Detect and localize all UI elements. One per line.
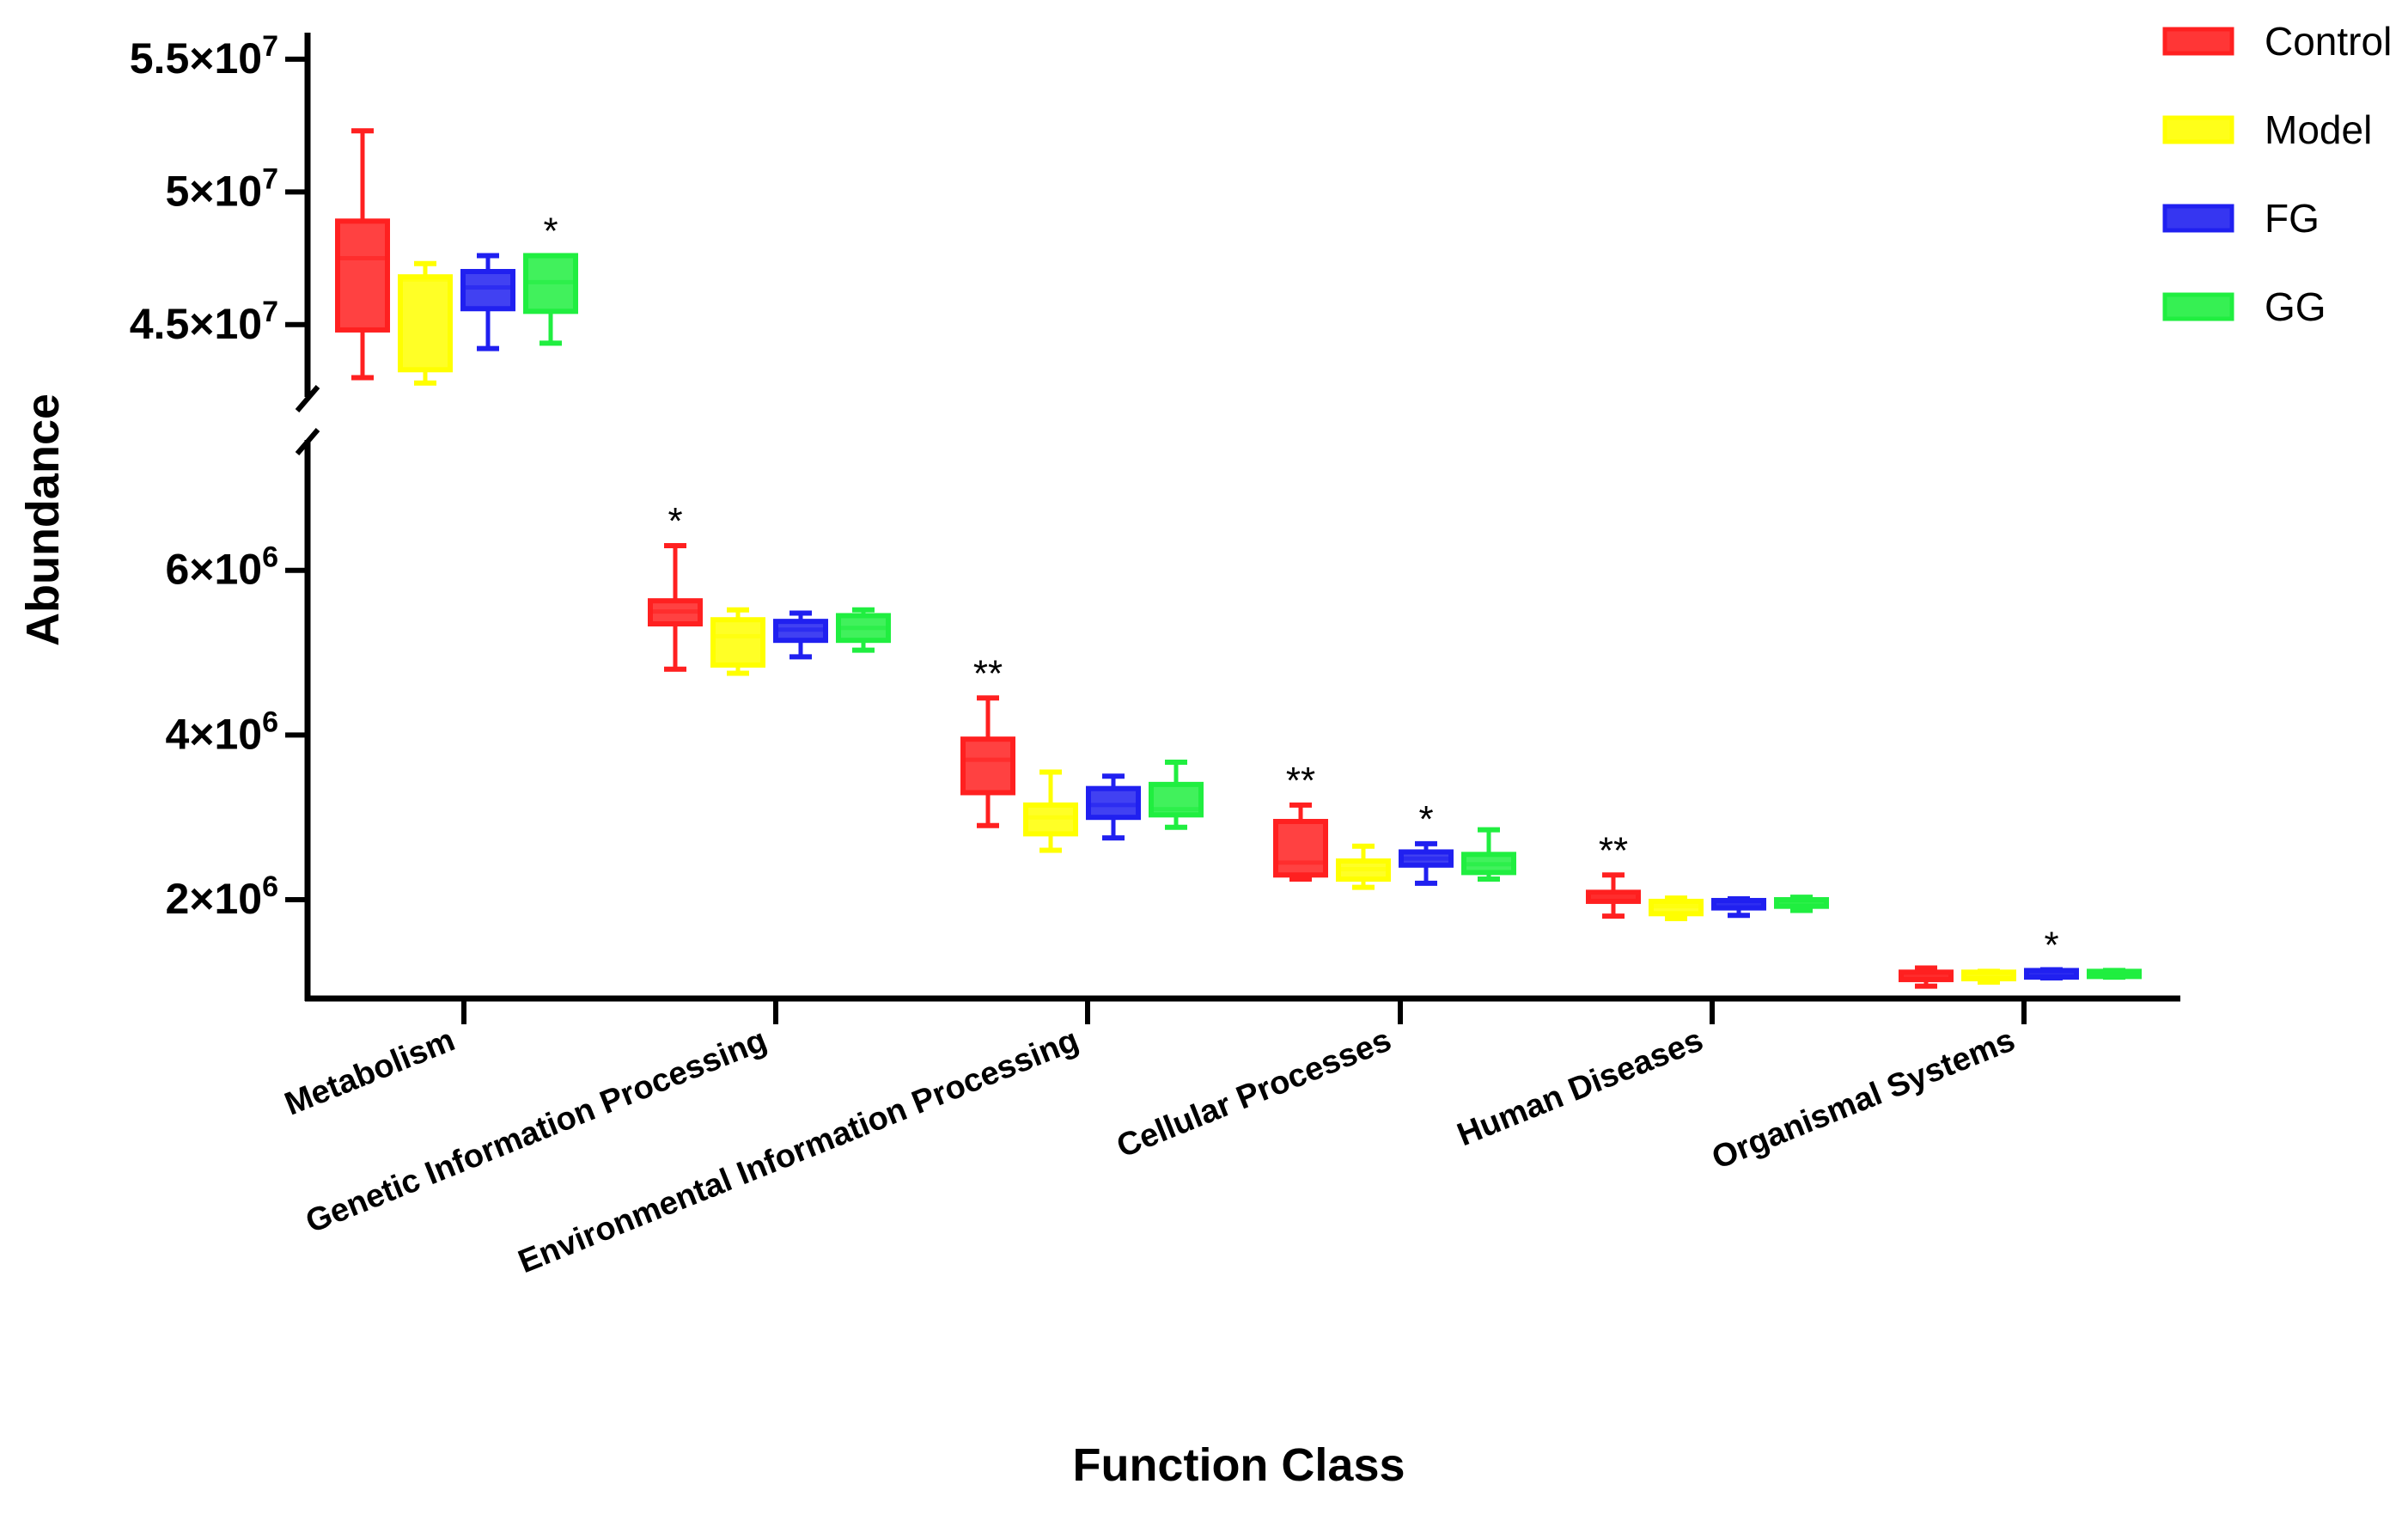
legend-item-fg: FG (2162, 196, 2320, 241)
significance-marker: ** (1286, 760, 1315, 802)
box-gg (1461, 827, 1516, 883)
y-axis-title: Abundance (17, 394, 69, 646)
box-control (1586, 872, 1641, 919)
box-control (648, 542, 703, 672)
box-gg (1149, 759, 1204, 830)
legend: Control Model FG GG (2162, 19, 2392, 329)
x-tick-label: Environmental Information Processing (514, 1022, 1084, 1280)
box-control (960, 695, 1015, 828)
box-fg (1399, 840, 1454, 886)
box-model (398, 260, 453, 386)
legend-swatch (2162, 292, 2234, 321)
significance-marker: * (543, 210, 558, 252)
y-tick-label: 4.5×107 (130, 296, 278, 348)
axis-break-mark-lower (295, 428, 320, 455)
x-tick-label: Cellular Processes (1112, 1022, 1396, 1164)
box-model (1649, 895, 1704, 922)
labels: 4.5×107 5×107 5.5×107 2×106 4×106 6×106 * Metab… (130, 30, 2059, 1280)
box-control (1899, 965, 1954, 989)
box-fg (460, 253, 515, 351)
box-gg (2087, 968, 2142, 980)
significance-marker: ** (973, 652, 1003, 694)
legend-item-gg: GG (2162, 284, 2326, 329)
box-iqr (710, 617, 765, 668)
box-fg (2024, 967, 2079, 981)
legend-label: GG (2265, 284, 2326, 329)
significance-marker: * (1418, 798, 1433, 840)
box-control (335, 128, 390, 381)
category-group (1586, 872, 1829, 922)
x-tick-label: Organismal Systems (1707, 1022, 2020, 1176)
y-tick-label: 6×106 (165, 541, 278, 594)
box-gg (836, 607, 891, 653)
category-group (335, 128, 578, 386)
legend-item-control: Control (2162, 19, 2392, 64)
box-model (1961, 968, 2016, 985)
box-iqr (398, 274, 453, 373)
box-model (1023, 769, 1078, 853)
axes (285, 33, 2180, 1024)
category-group (960, 695, 1204, 853)
significance-marker: * (2044, 924, 2058, 966)
box-gg (1774, 895, 1829, 913)
box-iqr (960, 736, 1015, 796)
legend-swatch (2162, 204, 2234, 233)
category-group (648, 542, 891, 676)
y-tick-label: 5×107 (165, 162, 278, 215)
legend-swatch (2162, 115, 2234, 144)
box-fg (1711, 896, 1766, 919)
boxes (335, 128, 2142, 989)
legend-swatch (2162, 27, 2234, 56)
significance-marker: ** (1599, 829, 1628, 871)
legend-label: FG (2265, 196, 2320, 241)
axis-break-mark-upper (295, 385, 320, 412)
y-tick-label: 4×106 (165, 705, 278, 758)
box-fg (1086, 773, 1141, 841)
category-group (1273, 802, 1516, 890)
legend-label: Model (2265, 107, 2372, 152)
box-model (1336, 843, 1391, 890)
box-iqr (460, 269, 515, 312)
legend-label: Control (2265, 19, 2392, 64)
category-group (1899, 965, 2142, 989)
y-tick-label: 5.5×107 (130, 30, 278, 82)
x-tick-label: Human Diseases (1453, 1022, 1709, 1153)
box-control (1273, 802, 1328, 883)
box-iqr (1273, 818, 1328, 878)
box-fg (773, 610, 828, 660)
x-tick-label: Metabolism (280, 1022, 460, 1122)
x-axis-title: Function Class (1072, 1439, 1405, 1491)
significance-marker: * (668, 500, 682, 542)
y-tick-label: 2×106 (165, 870, 278, 923)
box-iqr (335, 218, 390, 333)
box-model (710, 607, 765, 676)
legend-item-model: Model (2162, 107, 2372, 152)
box-gg (523, 253, 578, 346)
